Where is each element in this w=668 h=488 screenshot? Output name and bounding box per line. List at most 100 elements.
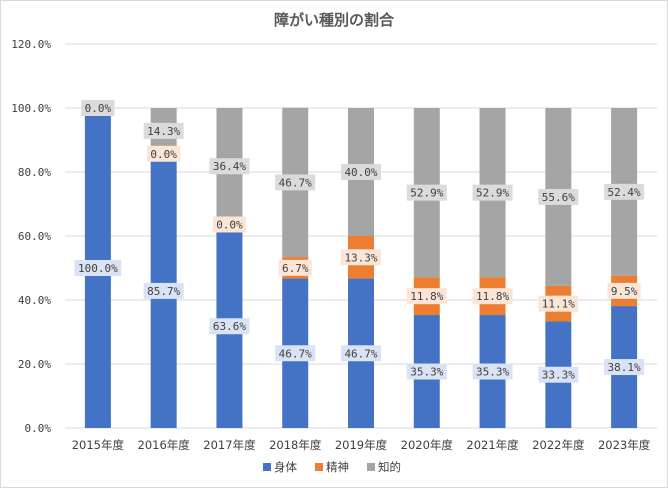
y-tick-label: 80.0% — [18, 166, 51, 179]
data-label-box — [275, 345, 316, 362]
data-label-box — [406, 363, 447, 380]
data-label-text: 13.3% — [344, 251, 377, 264]
data-label-text: 11.8% — [410, 290, 443, 303]
y-tick-label: 40.0% — [18, 294, 51, 307]
data-label-text: 63.6% — [213, 320, 246, 333]
data-label: 55.6% — [538, 188, 579, 205]
data-label-box — [538, 295, 579, 312]
data-label-box — [406, 288, 447, 305]
data-label-text: 40.0% — [344, 166, 377, 179]
data-label-text: 36.4% — [213, 160, 246, 173]
legend: 身体 精神 知的 — [263, 460, 401, 474]
data-label-text: 35.3% — [410, 366, 443, 379]
x-tick-label: 2022年度 — [532, 438, 585, 452]
data-label: 46.7% — [341, 345, 381, 362]
data-label-box — [538, 188, 579, 205]
legend-swatch — [315, 463, 323, 471]
data-label-box — [341, 345, 381, 362]
data-label-box — [74, 260, 122, 276]
y-tick-label: 120.0% — [11, 38, 51, 51]
data-label: 46.7% — [275, 345, 316, 362]
data-label: 35.3% — [406, 363, 447, 380]
legend-label: 精神 — [326, 460, 349, 474]
x-tick-label: 2020年度 — [401, 438, 454, 452]
data-label: 52.9% — [406, 184, 447, 201]
data-label: 13.3% — [341, 249, 381, 266]
data-label-text: 0.0% — [150, 148, 177, 161]
data-label: 0.0% — [81, 100, 115, 116]
data-label-text: 0.0% — [85, 102, 112, 115]
x-tick-label: 2015年度 — [72, 438, 125, 452]
data-label-text: 46.7% — [279, 347, 312, 360]
data-label-box — [341, 249, 381, 266]
legend-swatch — [367, 463, 375, 471]
data-label: 11.8% — [406, 288, 447, 305]
legend-swatch — [263, 463, 271, 471]
data-label-text: 11.8% — [476, 290, 509, 303]
data-label-text: 33.3% — [542, 369, 575, 382]
legend-item: 知的 — [367, 460, 401, 474]
data-label-text: 46.7% — [279, 176, 312, 189]
data-label-text: 100.0% — [78, 262, 118, 275]
data-label-box — [147, 145, 181, 162]
data-label-box — [143, 282, 184, 299]
data-label: 100.0% — [74, 260, 122, 276]
data-label: 0.0% — [212, 216, 247, 233]
data-label-box — [472, 184, 513, 201]
data-label-box — [604, 183, 645, 200]
x-tick-label: 2017年度 — [203, 438, 256, 452]
x-tick-label: 2023年度 — [598, 438, 651, 452]
data-label-text: 14.3% — [147, 125, 180, 138]
data-label-box — [143, 122, 184, 139]
data-label-box — [209, 158, 250, 175]
data-label-text: 85.7% — [147, 285, 180, 298]
data-label-text: 11.1% — [542, 298, 575, 311]
data-label-box — [212, 216, 247, 233]
data-label: 36.4% — [209, 158, 250, 175]
y-axis-ticks: 0.0% 20.0% 40.0% 60.0% 80.0% 100.0% 120.0% — [11, 38, 51, 435]
data-label-box — [607, 282, 641, 299]
data-label: 35.3% — [472, 363, 513, 380]
data-label-text: 55.6% — [542, 191, 575, 204]
data-label: 63.6% — [209, 318, 250, 335]
y-tick-label: 20.0% — [18, 358, 51, 371]
data-label: 52.9% — [472, 184, 513, 201]
data-label-text: 52.9% — [410, 187, 443, 200]
data-label: 9.5% — [607, 282, 641, 299]
data-label: 11.8% — [472, 288, 513, 305]
legend-label: 知的 — [378, 460, 401, 474]
x-tick-label: 2018年度 — [269, 438, 322, 452]
data-label-text: 38.1% — [608, 361, 641, 374]
data-label-box — [406, 184, 447, 201]
data-label-text: 52.4% — [608, 186, 641, 199]
data-label-text: 6.7% — [282, 262, 309, 275]
data-label-text: 35.3% — [476, 366, 509, 379]
legend-item: 精神 — [315, 460, 349, 474]
legend-item: 身体 — [263, 460, 297, 474]
data-label-box — [278, 259, 312, 276]
y-tick-label: 100.0% — [11, 102, 51, 115]
data-label-text: 0.0% — [216, 218, 243, 231]
data-label: 40.0% — [341, 164, 381, 180]
data-label: 0.0% — [147, 145, 181, 162]
data-labels: 100.0%0.0%0.0%85.7%0.0%14.3%63.6%0.0%36.… — [74, 100, 645, 383]
data-label-box — [538, 366, 579, 383]
y-tick-label: 60.0% — [18, 230, 51, 243]
data-label: 85.7% — [143, 282, 184, 299]
data-label-box — [472, 288, 513, 305]
x-tick-label: 2016年度 — [138, 438, 191, 452]
y-tick-label: 0.0% — [25, 422, 52, 435]
data-label-box — [275, 174, 316, 191]
data-label: 46.7% — [275, 174, 316, 191]
data-label: 33.3% — [538, 366, 579, 383]
data-label-text: 52.9% — [476, 187, 509, 200]
x-axis-ticks: 2015年度 2016年度 2017年度 2018年度 2019年度 2020年度 2021… — [72, 438, 651, 452]
x-tick-label: 2021年度 — [466, 438, 519, 452]
data-label: 38.1% — [604, 359, 645, 376]
data-label-box — [341, 164, 381, 180]
x-tick-label: 2019年度 — [335, 438, 388, 452]
data-label-box — [81, 100, 115, 116]
data-label-box — [472, 363, 513, 380]
